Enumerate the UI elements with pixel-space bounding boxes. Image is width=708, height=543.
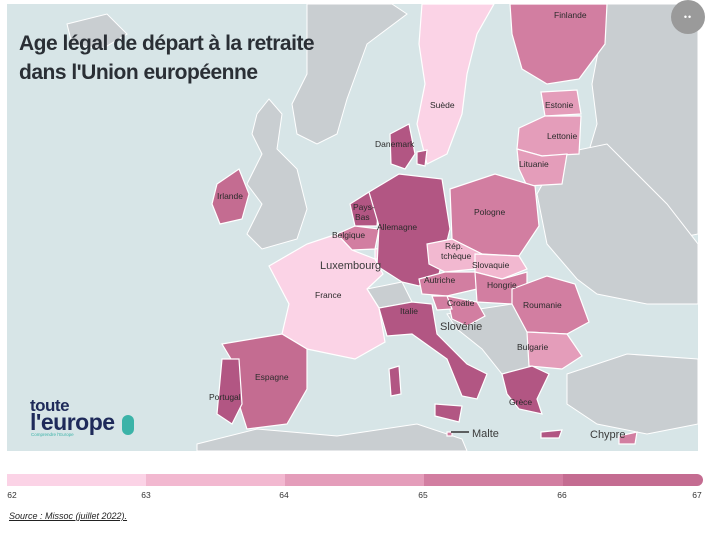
country-slovaquie[interactable] (474, 253, 528, 280)
legend-tick: 67 (692, 490, 702, 500)
country-danemark[interactable] (389, 123, 428, 170)
label-bulgarie: Bulgarie (517, 342, 548, 352)
label-hongrie: Hongrie (487, 280, 517, 290)
country-finlande[interactable] (509, 4, 608, 85)
title-line2: dans l'Union européenne (19, 61, 258, 84)
logo-line1: toute (30, 396, 70, 415)
logo-tagline: Comprendre l'Europe (31, 432, 74, 437)
land-belarus-ukraine (536, 143, 698, 305)
country-malte[interactable] (446, 431, 453, 437)
label-rep-tcheque: Rép. tchèque (441, 241, 472, 261)
label-luxembourg: Luxembourg (320, 260, 381, 272)
label-portugal: Portugal (209, 392, 241, 402)
country-croatie[interactable] (446, 295, 486, 327)
label-slovaquie: Slovaquie (472, 260, 510, 270)
legend-segment-62-63 (7, 474, 146, 486)
menu-button[interactable]: •• (671, 0, 705, 34)
label-france: France (315, 290, 342, 300)
label-slovenie: Slovénie (440, 321, 482, 333)
label-croatie: Croatie (447, 298, 475, 308)
country-italie[interactable] (378, 301, 488, 423)
label-irlande: Irlande (217, 191, 243, 201)
legend-segment-65-66 (424, 474, 563, 486)
label-grece: Grèce (509, 397, 532, 407)
country-slovenie[interactable] (431, 295, 453, 311)
label-allemagne: Allemagne (377, 222, 417, 232)
country-irlande[interactable] (211, 168, 250, 225)
country-grece[interactable] (501, 365, 563, 439)
map-title: Age légal de départ à la retraite dans l… (19, 29, 315, 87)
label-espagne: Espagne (255, 372, 289, 382)
legend-segment-63-64 (146, 474, 285, 486)
country-bulgarie[interactable] (526, 331, 583, 370)
legend-tick: 62 (7, 490, 17, 500)
legend-segment-64-65 (285, 474, 424, 486)
label-finlande: Finlande (554, 10, 587, 20)
land-north-africa (196, 423, 468, 451)
legend-tick: 65 (418, 490, 428, 500)
legend-tick: 63 (141, 490, 151, 500)
label-belgique: Belgique (332, 230, 365, 240)
country-estonie[interactable] (540, 89, 582, 117)
label-estonie: Estonie (545, 100, 574, 110)
map: Finlande Suède Estonie Lettonie Lituanie Dane… (7, 4, 698, 451)
label-autriche: Autriche (424, 275, 455, 285)
source-link[interactable]: Source : Missoc (juillet 2022). (9, 511, 128, 521)
label-italie: Italie (400, 306, 418, 316)
land-uk (246, 98, 308, 250)
label-malte: Malte (472, 428, 499, 440)
title-line1: Age légal de départ à la retraite (19, 32, 315, 55)
legend-segment-66-67 (563, 474, 703, 486)
legend-tick: 66 (557, 490, 567, 500)
label-roumanie: Roumanie (523, 300, 562, 310)
country-chypre[interactable] (618, 431, 638, 445)
europe-map-svg: Finlande Suède Estonie Lettonie Lituanie Dane… (66, 4, 698, 451)
legend-ticks: 62 63 64 65 66 67 (0, 490, 708, 502)
country-roumanie[interactable] (511, 275, 590, 335)
land-norway (291, 4, 408, 145)
logo-badge-icon (122, 415, 134, 435)
toute-leurope-logo[interactable]: toute l'europe Comprendre l'Europe (30, 396, 140, 440)
label-pays-bas: Pays-Bas (353, 202, 375, 222)
country-suede[interactable] (416, 4, 495, 165)
label-chypre: Chypre (590, 429, 625, 441)
label-suede: Suède (430, 100, 455, 110)
label-pologne: Pologne (474, 207, 505, 217)
land-iceland-west (66, 13, 128, 50)
label-danemark: Danemark (375, 139, 415, 149)
legend-tick: 64 (279, 490, 289, 500)
color-legend (7, 474, 703, 488)
country-lituanie[interactable] (516, 148, 568, 187)
label-lettonie: Lettonie (547, 131, 578, 141)
country-portugal[interactable] (216, 358, 243, 425)
label-lituanie: Lituanie (519, 159, 549, 169)
logo-line2: l'europe (30, 409, 115, 435)
land-turkey (566, 353, 698, 435)
